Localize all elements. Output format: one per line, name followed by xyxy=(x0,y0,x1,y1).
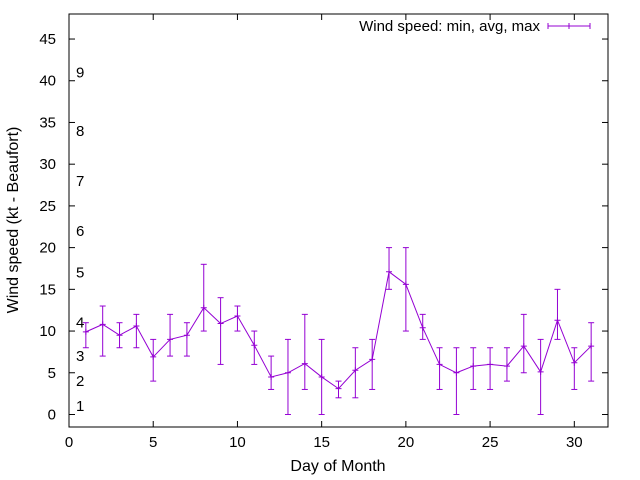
data-point-avg xyxy=(116,332,123,339)
x-axis-label: Day of Month xyxy=(290,458,385,475)
beaufort-label: 2 xyxy=(76,373,84,390)
data-point-avg xyxy=(150,353,157,360)
data-point-avg xyxy=(453,369,460,376)
y-tick-label: 25 xyxy=(39,198,56,215)
data-point-avg xyxy=(503,363,510,370)
data-point-avg xyxy=(352,367,359,374)
beaufort-label: 7 xyxy=(76,173,84,190)
data-point-avg xyxy=(537,368,544,375)
beaufort-label: 9 xyxy=(76,64,84,81)
data-point-avg xyxy=(133,323,140,330)
x-tick-label: 5 xyxy=(149,434,157,451)
x-tick-label: 10 xyxy=(229,434,246,451)
data-point-avg xyxy=(369,356,376,363)
legend: Wind speed: min, avg, max xyxy=(359,18,591,35)
y-tick-label: 20 xyxy=(39,240,56,257)
data-point-avg xyxy=(386,268,393,275)
data-point-avg xyxy=(234,313,241,320)
data-point-avg xyxy=(301,360,308,367)
data-point-avg xyxy=(167,336,174,343)
data-point-avg xyxy=(251,342,258,349)
data-point-avg xyxy=(487,361,494,368)
plot-content: 1 2 3 4 5 6 7 8 9 xyxy=(76,64,595,415)
beaufort-label: 8 xyxy=(76,123,84,140)
x-tick-label: 25 xyxy=(482,434,499,451)
y-tick-label: 5 xyxy=(48,365,56,382)
data-point-avg xyxy=(318,373,325,380)
y-tick-label: 35 xyxy=(39,114,56,131)
y-tick-label: 40 xyxy=(39,73,56,90)
data-point-avg xyxy=(200,304,207,311)
y-tick-label: 0 xyxy=(48,406,56,423)
beaufort-label: 3 xyxy=(76,348,84,365)
y-axis-label: Wind speed (kt - Beaufort) xyxy=(5,127,22,314)
data-point-avg xyxy=(284,369,291,376)
plot-frame xyxy=(68,13,609,428)
x-tick-label: 20 xyxy=(398,434,415,451)
data-point-avg xyxy=(217,320,224,327)
x-tick-label: 0 xyxy=(65,434,73,451)
data-point-avg xyxy=(82,328,89,335)
x-tick-label: 15 xyxy=(313,434,330,451)
y-tick-label: 30 xyxy=(39,156,56,173)
data-point-avg xyxy=(520,343,527,350)
y-tick-label: 10 xyxy=(39,323,56,340)
legend-swatch xyxy=(547,23,591,29)
y-tick-label: 45 xyxy=(39,31,56,48)
data-point-avg xyxy=(335,385,342,392)
data-point-avg xyxy=(183,332,190,339)
beaufort-label: 1 xyxy=(76,398,84,415)
x-tick-label: 30 xyxy=(566,434,583,451)
beaufort-label: 6 xyxy=(76,223,84,240)
beaufort-label: 5 xyxy=(76,265,84,282)
data-point-avg xyxy=(419,324,426,331)
beaufort-label: 4 xyxy=(76,315,84,332)
data-point-avg xyxy=(470,363,477,370)
data-point-avg xyxy=(436,361,443,368)
data-point-avg xyxy=(268,373,275,380)
legend-label: Wind speed: min, avg, max xyxy=(359,18,540,35)
data-point-avg xyxy=(99,321,106,328)
data-point-avg xyxy=(554,317,561,324)
y-tick-label: 15 xyxy=(39,281,56,298)
avg-line xyxy=(85,270,592,390)
data-point-avg xyxy=(571,359,578,366)
data-point-avg xyxy=(402,281,409,288)
data-point-avg xyxy=(588,343,595,350)
